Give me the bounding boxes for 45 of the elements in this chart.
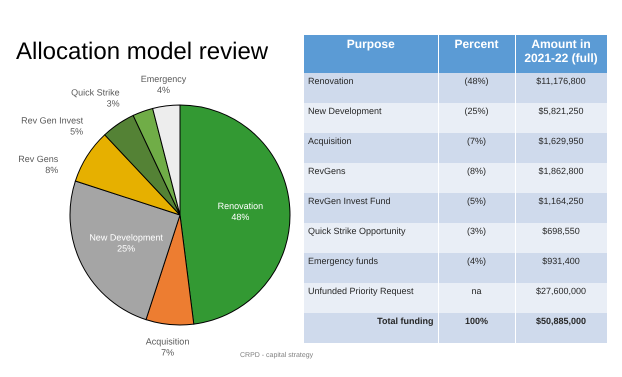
slice-label: Renovation	[218, 201, 264, 212]
data-label: 7%	[161, 347, 174, 358]
text: Total funding	[304, 313, 438, 343]
text: Quick Strike Opportunity	[304, 223, 438, 253]
chart-title: Allocation model review	[16, 38, 268, 66]
text: $1,164,250	[515, 193, 607, 223]
slice-label: New Development	[89, 232, 164, 242]
text: (7%)	[438, 133, 515, 163]
text: $931,400	[515, 253, 607, 283]
text: 100%	[438, 313, 515, 343]
slice-label: Acquisition	[146, 336, 190, 346]
text: (4%)	[438, 253, 515, 283]
category-label: Purpose	[304, 35, 438, 73]
text: New Development	[304, 103, 438, 133]
text: Unfunded Priority Request	[304, 283, 438, 313]
text: na	[438, 283, 515, 313]
slice-label: Quick Strike	[71, 88, 120, 98]
text: Emergency funds	[304, 253, 438, 283]
text: $698,550	[515, 223, 607, 253]
data-label: 4%	[156, 85, 170, 96]
text: Renovation	[304, 73, 438, 103]
text: $27,600,000	[515, 283, 607, 313]
text: $5,821,250	[515, 103, 607, 133]
slice-label: Rev Gens	[18, 154, 59, 164]
text: (5%)	[438, 193, 515, 223]
text: (48%)	[438, 73, 515, 103]
data-label: 5%	[70, 126, 84, 136]
data-label: 3%	[106, 98, 120, 109]
text: Acquisition	[304, 133, 438, 163]
text: $11,176,800	[515, 73, 607, 103]
text: $50,885,000	[515, 313, 607, 343]
category-label: Percent	[438, 35, 515, 73]
text: (25%)	[438, 103, 515, 133]
text: $1,862,800	[515, 163, 607, 193]
data-label: 48%	[231, 212, 250, 222]
slice-label: Emergency	[140, 74, 187, 84]
category-label: Amount in 2021-22 (full)	[515, 35, 607, 73]
text: RevGens	[304, 163, 438, 193]
text: RevGen Invest Fund	[304, 193, 438, 223]
text: (3%)	[438, 223, 515, 253]
data-label: 25%	[117, 243, 136, 254]
text: (8%)	[438, 163, 515, 193]
slice-label: Rev Gen Invest	[21, 115, 84, 126]
data-label: 8%	[45, 164, 58, 175]
text: $1,629,950	[515, 133, 607, 163]
